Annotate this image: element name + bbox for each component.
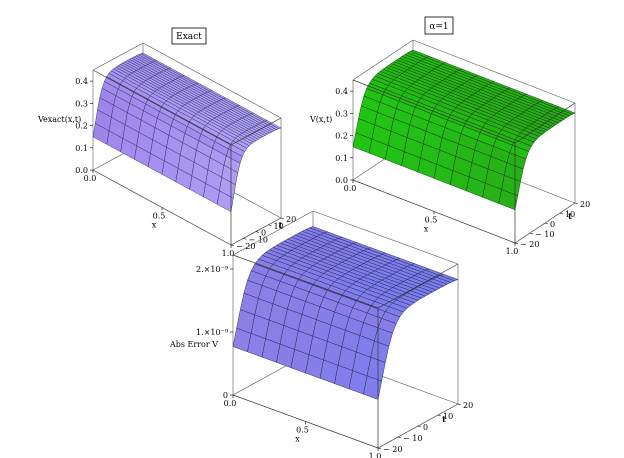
t-tick-label: − 10 [403, 434, 422, 443]
x-tick-label: 0.5 [153, 212, 166, 221]
t-tick-label: 0 [261, 229, 266, 238]
z-tick-label: 0.3 [335, 109, 348, 118]
surface-cell [498, 189, 518, 211]
x-axis-label: x [295, 435, 300, 444]
surface-panel-3: 01.×10⁻⁹2.×10⁻⁹0.00.51.0x− 20− 1001020tA… [169, 210, 473, 458]
z-tick-label: 0.0 [335, 176, 348, 185]
t-tick-label: 10 [565, 210, 575, 219]
plot-title-frame [424, 16, 454, 35]
x-axis-label: x [424, 225, 429, 234]
x-tick-label: 0.0 [224, 399, 237, 408]
z-axis-label: V(x,t) [309, 115, 332, 124]
surface-mesh [92, 52, 282, 213]
x-tick-label: 0.0 [84, 174, 97, 183]
surface-mesh [232, 226, 459, 400]
x-tick-label: 0.5 [425, 216, 438, 225]
surface-cell [216, 190, 234, 213]
t-tick-label: − 10 [249, 235, 268, 244]
surface-mesh [352, 49, 576, 211]
z-tick-label: 0.1 [335, 154, 348, 163]
x-tick-label: 1.0 [369, 452, 382, 458]
x-axis-label: x [152, 221, 157, 230]
t-tick-label: − 20 [236, 242, 255, 251]
z-tick-label: 0.0 [75, 166, 88, 175]
t-axis-label: t [442, 414, 446, 424]
plot-title: α=1 [429, 22, 448, 32]
t-axis-label: t [568, 211, 572, 221]
t-tick-label: 10 [274, 222, 284, 231]
t-tick-label: 20 [463, 401, 473, 410]
z-tick-label: 0.3 [75, 99, 88, 108]
z-axis-label: Abs Error V [169, 340, 218, 349]
surface-panel-2: 0.0 0.1 0.2 0.3 0.4 0.0 0.5 1.0 x − 20− 100 10 20 t V… [309, 16, 590, 256]
surface-cell [363, 375, 382, 400]
t-tick-label: 0 [550, 220, 555, 229]
t-tick-label: 20 [286, 215, 296, 224]
z-tick-label: 0.2 [75, 122, 88, 131]
t-tick-label: − 10 [535, 230, 554, 239]
z-tick-label: 0.1 [75, 144, 88, 153]
z-tick-label: 1.×10⁻⁹ [196, 328, 229, 337]
x-tick-label: 1.0 [506, 247, 519, 256]
t-tick-label: 20 [580, 200, 590, 209]
t-axis-label: t [279, 220, 283, 230]
t-tick-label: − 20 [520, 240, 539, 249]
plot-title: Exact [176, 32, 202, 42]
x-tick-label: 0.5 [296, 426, 309, 435]
z-tick-label: 0.4 [335, 87, 348, 96]
x-tick-label: 1.0 [222, 249, 235, 258]
x-tick-label: 0.0 [344, 184, 357, 193]
z-tick-label: 0 [223, 391, 228, 400]
z-axis-label: Vexact(x,t) [37, 115, 81, 124]
bounding-box-front [92, 69, 282, 246]
z-tick-label: 2.×10⁻⁹ [196, 265, 229, 274]
z-tick-label: 0.4 [75, 77, 88, 86]
t-tick-label: − 20 [383, 445, 402, 454]
t-tick-label: 10 [443, 412, 453, 421]
t-tick-label: 0 [423, 423, 428, 432]
plot-title-frame [171, 27, 207, 45]
z-tick-label: 0.2 [335, 132, 348, 141]
